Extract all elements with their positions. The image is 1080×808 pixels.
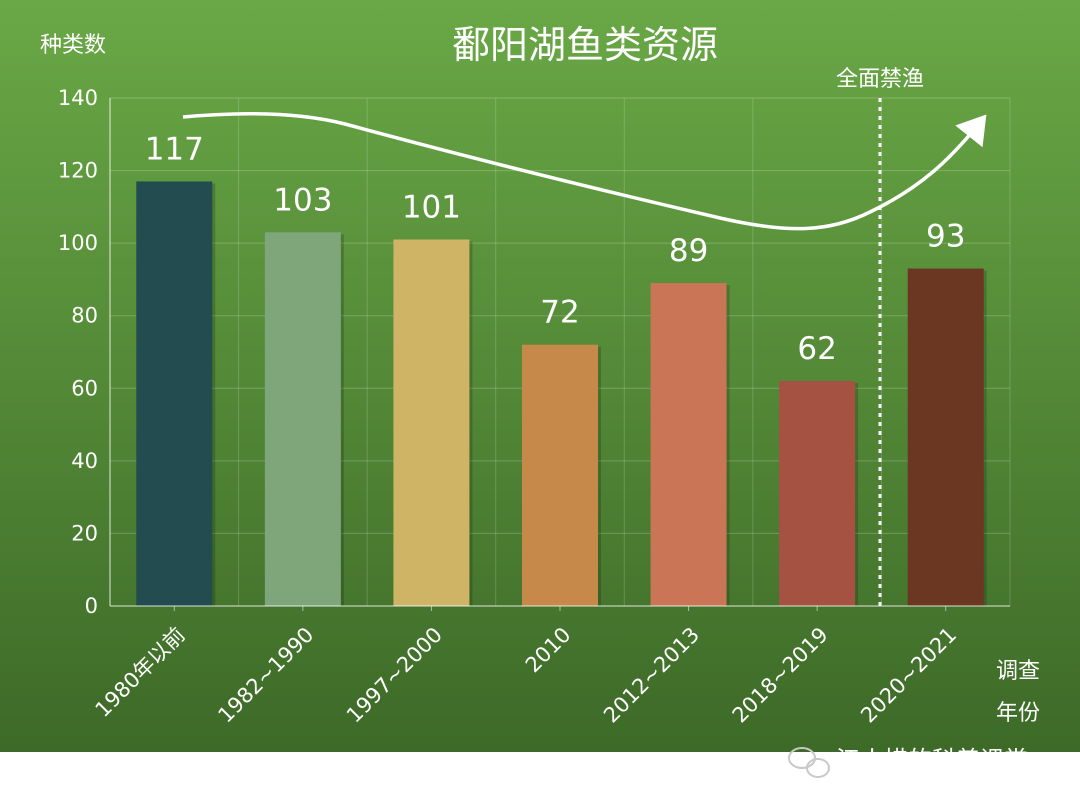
y-tick-label: 100 <box>58 231 98 255</box>
data-label: 93 <box>926 219 965 255</box>
x-axis-label-line2: 年份 <box>996 701 1040 726</box>
y-tick-label: 20 <box>71 521 98 545</box>
wechat-icon <box>788 747 830 778</box>
bar <box>779 381 856 606</box>
bar <box>136 181 213 606</box>
bar <box>907 268 984 606</box>
data-label: 103 <box>273 182 332 218</box>
fishing-ban-annotation: 全面禁渔 <box>836 67 924 92</box>
data-labels: 117 103 101 72 89 62 93 <box>145 131 966 367</box>
data-label: 89 <box>669 233 708 269</box>
data-label: 101 <box>402 190 461 226</box>
watermark: 江小惜的科普课堂 <box>788 746 1028 778</box>
axes <box>109 98 1010 611</box>
y-tick-label: 80 <box>71 304 98 328</box>
chart-title: 鄱阳湖鱼类资源 <box>452 23 718 67</box>
data-label: 72 <box>540 295 579 331</box>
y-tick-label: 60 <box>71 376 98 400</box>
y-tick-label: 120 <box>58 159 98 183</box>
bar <box>393 239 470 606</box>
bar <box>522 344 598 606</box>
watermark-text: 江小惜的科普课堂 <box>836 746 1028 774</box>
bars <box>136 181 987 606</box>
trend-arrow <box>182 111 987 231</box>
data-label: 62 <box>797 331 836 367</box>
y-tick-label: 0 <box>85 594 98 618</box>
bar <box>264 232 341 606</box>
y-tick-label: 40 <box>71 449 98 473</box>
bar <box>650 283 727 606</box>
x-axis-label-line1: 调查 <box>996 659 1040 684</box>
y-axis-label: 种类数 <box>40 33 106 58</box>
y-tick-label: 140 <box>58 86 98 110</box>
data-label: 117 <box>145 131 204 167</box>
y-tick-labels: 0 20 40 60 80 100 120 140 <box>58 86 98 618</box>
